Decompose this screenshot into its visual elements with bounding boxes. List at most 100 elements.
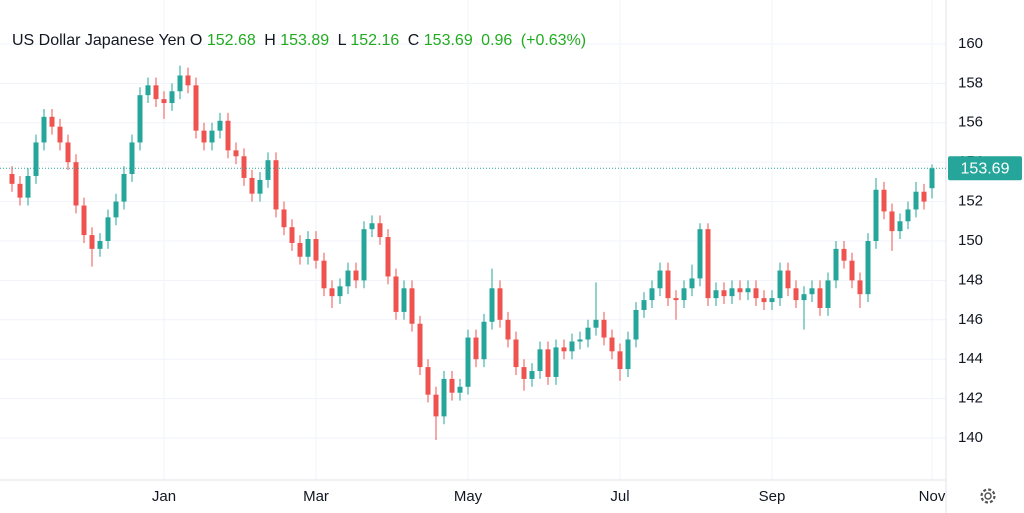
candle-body (705, 229, 711, 299)
candle-body (913, 191, 919, 210)
open-value: 152.68 (206, 32, 256, 49)
candle-body (601, 319, 607, 338)
plot (0, 65, 946, 440)
y-tick-label: 160 (958, 35, 983, 52)
ohlc-label: L (337, 32, 346, 49)
candle-body (345, 270, 351, 287)
candle-body (889, 211, 895, 232)
candle-body (417, 323, 423, 368)
candle-body (905, 209, 911, 222)
candle-body (897, 221, 903, 232)
symbol-title: US Dollar Japanese Yen (12, 32, 186, 49)
candle-body (473, 337, 479, 360)
candle-body (697, 229, 703, 279)
candle-body (297, 242, 303, 257)
candle-body (537, 349, 543, 372)
legend-header: US Dollar Japanese Yen O 152.68 H 153.89… (12, 32, 590, 50)
candle-body (153, 85, 159, 100)
candle-body (577, 339, 583, 342)
candle-body (129, 142, 135, 174)
candle-body (241, 156, 247, 178)
candle-body (921, 191, 927, 202)
candle-body (137, 95, 143, 143)
candle-body (401, 288, 407, 312)
candle-body (881, 189, 887, 212)
candle-body (385, 237, 391, 277)
x-tick-label: Nov (919, 488, 946, 505)
ohlc-label: H (264, 32, 276, 49)
candle-body (249, 177, 255, 194)
candle-body (777, 270, 783, 299)
low-value: 152.16 (350, 32, 400, 49)
y-tick-label: 156 (958, 114, 983, 131)
candle-body (25, 175, 31, 198)
candle-body (425, 367, 431, 395)
candle-body (361, 229, 367, 281)
y-tick-label: 140 (958, 429, 983, 446)
settings-icon[interactable] (980, 488, 996, 504)
x-tick-label: Jul (610, 488, 629, 505)
candle-body (193, 85, 199, 131)
candle-body (201, 130, 207, 143)
candle-body (865, 240, 871, 295)
candle-body (121, 173, 127, 202)
candle-body (873, 189, 879, 241)
change-value: 0.96 (481, 32, 513, 49)
candle-body (665, 270, 671, 299)
candle-body (617, 351, 623, 370)
candle-body (673, 298, 679, 301)
candle-body (857, 280, 863, 295)
candle-body (729, 288, 735, 297)
candle-body (17, 183, 23, 198)
candle-body (833, 248, 839, 281)
candle-body (257, 179, 263, 194)
candle-body (337, 286, 343, 297)
high-value: 153.89 (280, 32, 330, 49)
y-tick-label: 146 (958, 311, 983, 328)
candle-body (465, 337, 471, 387)
candle-body (393, 276, 399, 312)
candle-body (113, 201, 119, 218)
candle-body (169, 91, 175, 104)
candle-body (593, 319, 599, 328)
candle-body (761, 298, 767, 303)
candle-body (633, 309, 639, 340)
candle-body (65, 142, 71, 163)
candle-body (305, 239, 311, 257)
candle-body (49, 116, 55, 127)
candle-body (713, 290, 719, 299)
candle-body (273, 160, 279, 210)
candle-body (825, 280, 831, 308)
candle-body (625, 339, 631, 370)
candle-body (689, 278, 695, 289)
ohlc-label: C (407, 32, 420, 49)
candle-body (801, 294, 807, 301)
candle-body (9, 173, 15, 184)
candle-body (41, 116, 47, 143)
candle-body (329, 288, 335, 297)
candle-body (177, 75, 183, 92)
x-tick-label: Mar (303, 488, 329, 505)
candle-body (737, 288, 743, 293)
candle-body (809, 288, 815, 295)
candle-body (457, 386, 463, 393)
candle-body (481, 321, 487, 360)
candle-body (657, 270, 663, 289)
candle-body (57, 126, 63, 143)
candle-body (441, 378, 447, 417)
candle-body (73, 162, 79, 206)
candle-body (681, 288, 687, 301)
candle-body (433, 394, 439, 417)
candle-body (561, 347, 567, 352)
y-tick-label: 158 (958, 74, 983, 91)
candle-body (553, 347, 559, 377)
close-value: 153.69 (423, 32, 473, 49)
y-tick-label: 150 (958, 232, 983, 249)
candle-body (313, 239, 319, 261)
x-tick-label: May (454, 488, 483, 505)
candle-body (281, 209, 287, 228)
candle-body (161, 99, 167, 104)
candle-body (97, 240, 103, 249)
